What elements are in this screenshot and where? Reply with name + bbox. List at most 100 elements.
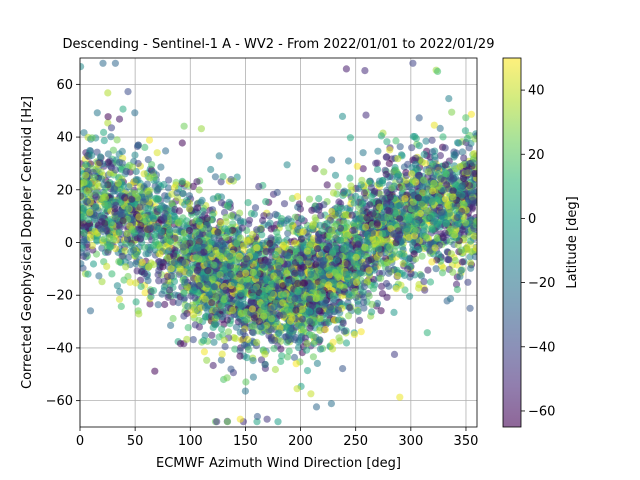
data-point — [394, 272, 402, 280]
data-point — [350, 330, 359, 339]
data-point — [363, 237, 371, 245]
data-point — [250, 314, 258, 322]
data-point — [170, 277, 179, 285]
data-point — [114, 179, 122, 187]
data-point — [135, 310, 143, 318]
data-point — [372, 159, 380, 167]
data-point — [210, 234, 218, 242]
data-point — [227, 212, 236, 220]
data-point — [213, 312, 221, 320]
data-point — [441, 229, 449, 237]
data-point — [212, 294, 220, 302]
data-point — [277, 357, 285, 365]
data-point — [386, 146, 394, 154]
data-point — [386, 243, 394, 251]
data-point — [243, 275, 251, 283]
data-point — [267, 326, 275, 334]
data-point — [184, 324, 192, 332]
data-point — [191, 321, 199, 329]
data-point — [386, 193, 394, 201]
data-point — [144, 205, 152, 213]
data-point — [149, 242, 158, 250]
data-point — [118, 147, 126, 155]
data-point — [339, 319, 347, 327]
data-point — [98, 244, 106, 252]
data-point — [439, 186, 447, 195]
data-point — [219, 239, 227, 248]
data-point — [170, 252, 178, 260]
data-point — [297, 235, 305, 243]
data-point — [173, 189, 181, 197]
data-point — [104, 202, 112, 210]
data-point — [323, 181, 331, 189]
data-point — [324, 281, 333, 289]
data-point — [329, 189, 338, 197]
data-point — [365, 245, 373, 253]
data-point — [306, 318, 314, 326]
data-point — [80, 238, 88, 246]
data-point — [104, 89, 112, 97]
data-point — [223, 418, 232, 426]
data-point — [290, 353, 299, 362]
data-point — [131, 109, 139, 117]
data-point — [428, 258, 436, 266]
data-point — [223, 316, 231, 324]
data-point — [432, 265, 440, 273]
data-point — [211, 173, 219, 181]
data-point — [154, 301, 162, 309]
data-point — [185, 205, 194, 213]
data-point — [395, 227, 403, 235]
data-point — [382, 279, 391, 288]
data-point — [260, 291, 268, 300]
data-point — [88, 242, 96, 250]
data-point — [214, 192, 222, 201]
data-point — [263, 321, 271, 329]
data-point — [119, 217, 127, 225]
data-point — [309, 353, 317, 361]
data-point — [447, 250, 455, 258]
data-point — [423, 207, 431, 215]
data-point — [122, 167, 130, 176]
data-point — [98, 175, 106, 183]
data-point — [129, 246, 138, 254]
data-point — [415, 142, 423, 150]
data-point — [367, 193, 375, 201]
data-point — [115, 228, 123, 236]
data-point — [234, 318, 242, 326]
data-point — [460, 154, 468, 162]
data-point — [368, 300, 376, 308]
data-point — [346, 134, 354, 142]
data-point — [253, 338, 261, 346]
data-point — [129, 163, 137, 171]
data-point — [297, 269, 305, 277]
data-point — [121, 247, 129, 255]
data-point — [338, 112, 347, 120]
data-point — [357, 328, 365, 336]
data-point — [169, 314, 177, 323]
data-point — [146, 300, 154, 308]
data-point — [141, 289, 149, 297]
data-point — [159, 263, 167, 271]
data-point — [156, 250, 164, 258]
data-point — [186, 269, 194, 277]
data-point — [83, 197, 91, 205]
data-point — [132, 279, 140, 287]
data-point — [352, 192, 360, 200]
data-point — [164, 254, 172, 262]
data-point — [313, 359, 321, 367]
data-point — [82, 161, 90, 169]
data-point — [244, 199, 252, 207]
data-point — [117, 302, 125, 310]
data-point — [104, 119, 112, 127]
data-point — [165, 176, 173, 184]
data-point — [434, 193, 443, 201]
data-point — [145, 136, 154, 144]
data-point — [154, 185, 162, 193]
data-point — [446, 295, 455, 303]
data-point — [393, 173, 401, 181]
data-point — [428, 224, 436, 232]
data-point — [458, 148, 466, 156]
data-point — [363, 214, 371, 222]
data-point — [385, 269, 393, 277]
data-point — [250, 210, 258, 218]
